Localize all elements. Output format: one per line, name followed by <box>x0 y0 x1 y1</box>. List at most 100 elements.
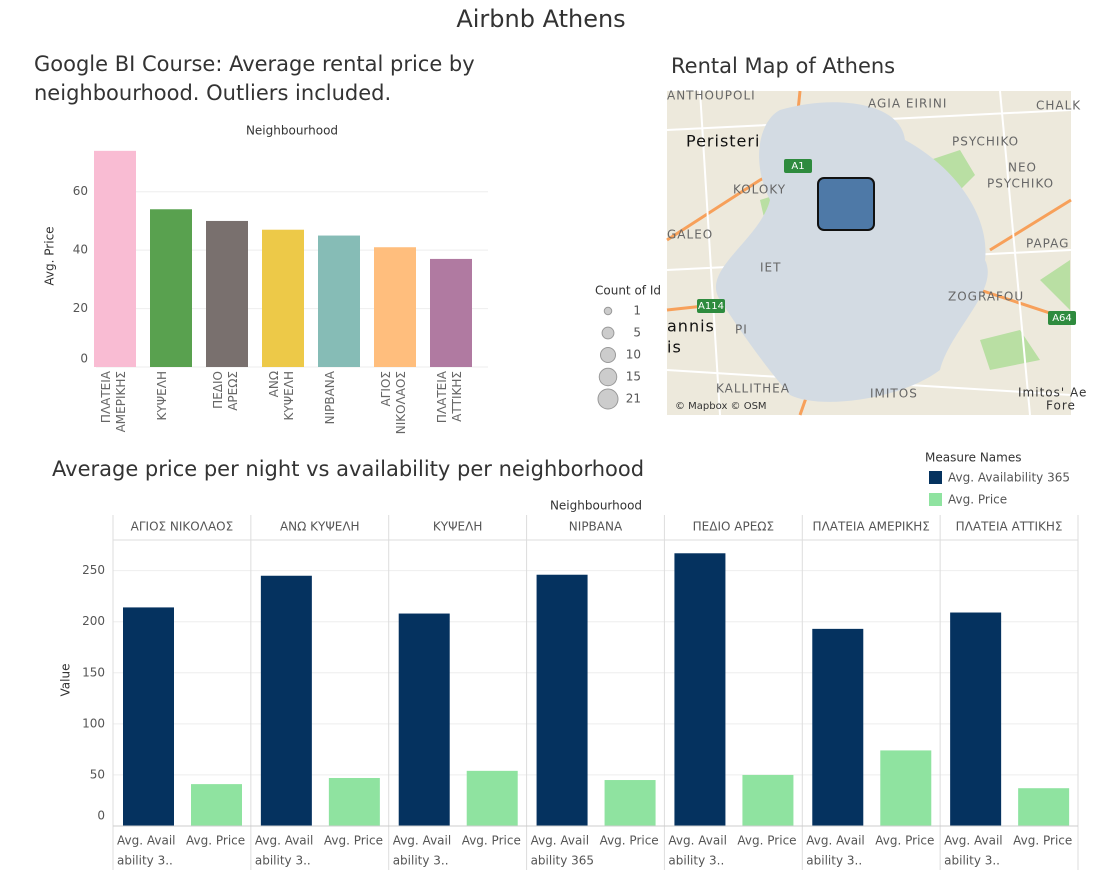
bar <box>674 553 726 826</box>
x-tick-label: ΝΙΡΒΑΝΑ <box>323 371 337 425</box>
size-legend-label: 21 <box>626 392 641 406</box>
size-legend-mark <box>601 326 615 340</box>
panel-header: ΠΕΔΙΟ ΑΡΕΩΣ <box>693 520 774 534</box>
legend-label: Avg. Price <box>948 493 1007 507</box>
map-place-label: ANTHOUPOLI <box>667 89 756 103</box>
bar <box>742 774 794 826</box>
map-place-label: Imitos' Ae <box>1018 386 1087 400</box>
bar <box>206 220 248 367</box>
size-legend-mark <box>599 346 617 364</box>
map-place-label: GALEO <box>667 228 713 242</box>
map-credit: © Mapbox © OSM <box>675 401 767 412</box>
x-tick-label: Avg. Price <box>186 834 245 848</box>
map: ANTHOUPOLI AGIA EIRINI CHALK Peristeri PSYCH… <box>666 89 1087 416</box>
legend-swatch <box>929 493 942 506</box>
y-tick-label: 250 <box>82 563 105 577</box>
x-tick-label: ΚΥΨΕΛΗ <box>155 371 169 421</box>
y-axis-label: Value <box>59 664 73 697</box>
x-tick-label: Avg. Avail <box>944 834 1002 848</box>
bar <box>398 613 450 826</box>
x-tick-label: Avg. Price <box>737 834 796 848</box>
x-tick-label: ΑΓΙΟΣ ΝΙΚΟΛΑΟΣ <box>379 371 408 435</box>
map-place-label: KALLITHEA <box>716 382 790 396</box>
panel-header: ΠΛΑΤΕΙΑ ΑΤΤΙΚΗΣ <box>956 520 1063 534</box>
x-tick-label: Avg. Avail <box>255 834 313 848</box>
chart-title: Average price per night vs availability … <box>52 457 644 481</box>
legend-label: Avg. Availability 365 <box>948 471 1070 485</box>
bar <box>812 628 864 826</box>
road-label: A64 <box>1052 313 1072 324</box>
x-tick-label: Avg. Avail <box>668 834 726 848</box>
x-tick-label: Avg. Avail <box>531 834 589 848</box>
chart-title: Google BI Course: Average rental price b… <box>34 52 475 105</box>
bar <box>123 607 174 826</box>
y-tick-label: 0 <box>80 352 88 366</box>
x-tick-label: ability 3.. <box>944 854 1000 868</box>
map-place-label: PSYCHIKO <box>987 177 1054 191</box>
road-label: A1 <box>791 161 804 172</box>
size-legend-label: 5 <box>633 326 641 340</box>
y-tick-label: 150 <box>82 665 105 679</box>
road-label: A114 <box>698 301 724 312</box>
x-tick-label: ability 3.. <box>117 854 173 868</box>
bar <box>374 247 416 367</box>
x-tick-label: ΠΕΔΙΟ ΑΡΕΩΣ <box>211 371 240 411</box>
x-tick-label: Avg. Avail <box>393 834 451 848</box>
bar <box>318 235 360 367</box>
y-tick-label: 60 <box>73 184 88 198</box>
panel-header: ΚΥΨΕΛΗ <box>433 520 482 534</box>
x-tick-label: Avg. Avail <box>117 834 175 848</box>
map-place-label: annis <box>667 317 715 336</box>
x-header: Neighbourhood <box>550 499 642 513</box>
x-tick-label: ability 365 <box>531 854 595 868</box>
x-tick-label: ability 3.. <box>393 854 449 868</box>
x-tick-label: Avg. Price <box>600 834 659 848</box>
x-tick-label: Avg. Price <box>875 834 934 848</box>
size-legend-mark <box>598 367 618 387</box>
map-place-label: Fore <box>1046 399 1076 413</box>
legend-title: Measure Names <box>925 451 1021 465</box>
bar <box>1018 788 1070 826</box>
bar <box>262 229 304 367</box>
x-tick-label: ability 3.. <box>255 854 311 868</box>
map-place-label: CHALK <box>1036 99 1081 113</box>
map-place-label: is <box>667 338 682 357</box>
map-cluster <box>817 177 875 231</box>
map-place-label: ZOGRAFOU <box>948 290 1024 304</box>
y-tick-label: 0 <box>97 809 105 823</box>
road-shield <box>784 159 812 173</box>
x-tick-label: ability 3.. <box>806 854 862 868</box>
size-legend-mark <box>597 388 619 410</box>
bar <box>150 209 192 367</box>
map-place-label: IMITOS <box>870 387 918 401</box>
map-place-label: AGIA EIRINI <box>868 97 947 111</box>
panel-header: ΑΓΙΟΣ ΝΙΚΟΛΑΟΣ <box>131 520 234 534</box>
y-tick-label: 200 <box>82 614 105 628</box>
legend-swatch <box>929 471 942 484</box>
size-legend-title: Count of Id <box>595 284 661 298</box>
map-place-label: NEO <box>1008 161 1037 175</box>
bar <box>880 750 932 826</box>
x-tick-label: Avg. Price <box>1013 834 1072 848</box>
y-tick-label: 100 <box>82 716 105 730</box>
panel-header: ΑΝΩ ΚΥΨΕΛΗ <box>280 520 360 534</box>
map-place-label: Peristeri <box>686 132 760 151</box>
y-axis-label: Avg. Price <box>43 226 57 285</box>
y-tick-label: 40 <box>73 243 88 257</box>
size-legend-label: 10 <box>626 348 641 362</box>
y-tick-label: 50 <box>90 767 105 781</box>
bar <box>466 770 518 826</box>
size-legend-mark <box>603 306 613 316</box>
size-legend-label: 15 <box>626 370 641 384</box>
dashboard-title: Airbnb Athens <box>456 5 625 33</box>
x-tick-label: ΑΝΩ ΚΥΨΕΛΗ <box>267 371 296 421</box>
map-density-area <box>715 102 988 402</box>
size-legend-label: 1 <box>633 304 641 318</box>
x-tick-label: ΠΛΑΤΕΙΑ ΑΜΕΡΙΚΗΣ <box>99 371 128 433</box>
x-tick-label: ΠΛΑΤΕΙΑ ΑΤΤΙΚΗΣ <box>435 371 464 424</box>
panel-header: ΠΛΑΤΕΙΑ ΑΜΕΡΙΚΗΣ <box>813 520 930 534</box>
map-place-label: PSYCHIKO <box>952 135 1019 149</box>
x-tick-label: Avg. Price <box>324 834 383 848</box>
